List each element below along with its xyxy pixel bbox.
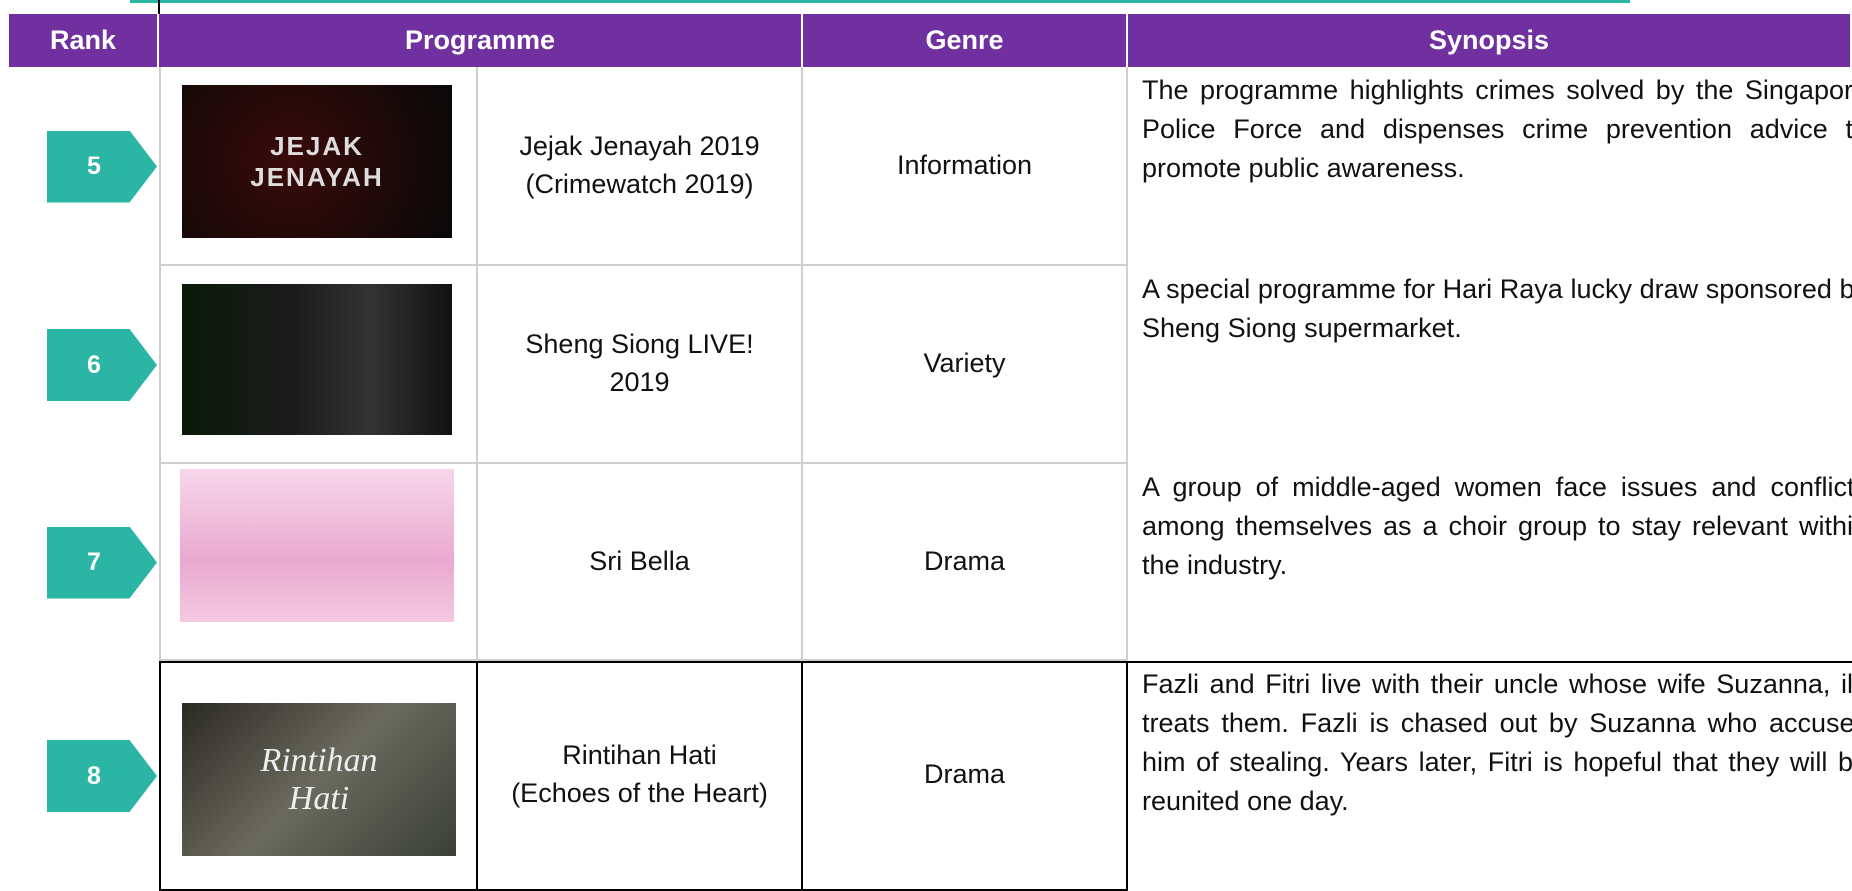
- image-cell: [159, 67, 478, 266]
- programme-cell: Sri Bella: [478, 464, 803, 661]
- synopsis: A special programme for Hari Raya lucky …: [1142, 274, 1852, 344]
- column-header: Rank: [9, 14, 159, 67]
- column-header: Genre: [803, 14, 1128, 67]
- genre-cell: Drama: [803, 661, 1128, 891]
- thumbnail: [180, 469, 454, 622]
- rank-badge: 7: [47, 526, 157, 599]
- rank-badge: 5: [47, 130, 157, 203]
- programme-cell: Jejak Jenayah 2019 (Crimewatch 2019): [478, 67, 803, 266]
- column-header: Synopsis: [1128, 14, 1852, 67]
- top-rule: [130, 0, 1630, 3]
- synopsis: Fazli and Fitri live with their uncle wh…: [1142, 669, 1852, 817]
- programme-cell: Rintihan Hati (Echoes of the Heart): [478, 661, 803, 891]
- synopsis: The programme highlights crimes solved b…: [1142, 75, 1852, 184]
- genre-cell: Drama: [803, 464, 1128, 661]
- top-tick: [158, 0, 160, 14]
- image-cell: [159, 661, 478, 891]
- column-header: Programme: [159, 14, 803, 67]
- synopsis: A group of middle-aged women face issues…: [1142, 472, 1852, 581]
- genre-cell: Variety: [803, 266, 1128, 464]
- rank-badge: 8: [47, 740, 157, 812]
- image-cell: [159, 464, 478, 661]
- image-cell: [159, 266, 478, 464]
- rank-badge: 6: [47, 329, 157, 401]
- thumbnail: Rintihan Hati: [182, 703, 456, 856]
- row-top-border: [159, 661, 1852, 663]
- genre-cell: Information: [803, 67, 1128, 266]
- thumbnail: [182, 284, 452, 435]
- thumbnail: JEJAK JENAYAH: [182, 85, 452, 238]
- programme-cell: Sheng Siong LIVE! 2019: [478, 266, 803, 464]
